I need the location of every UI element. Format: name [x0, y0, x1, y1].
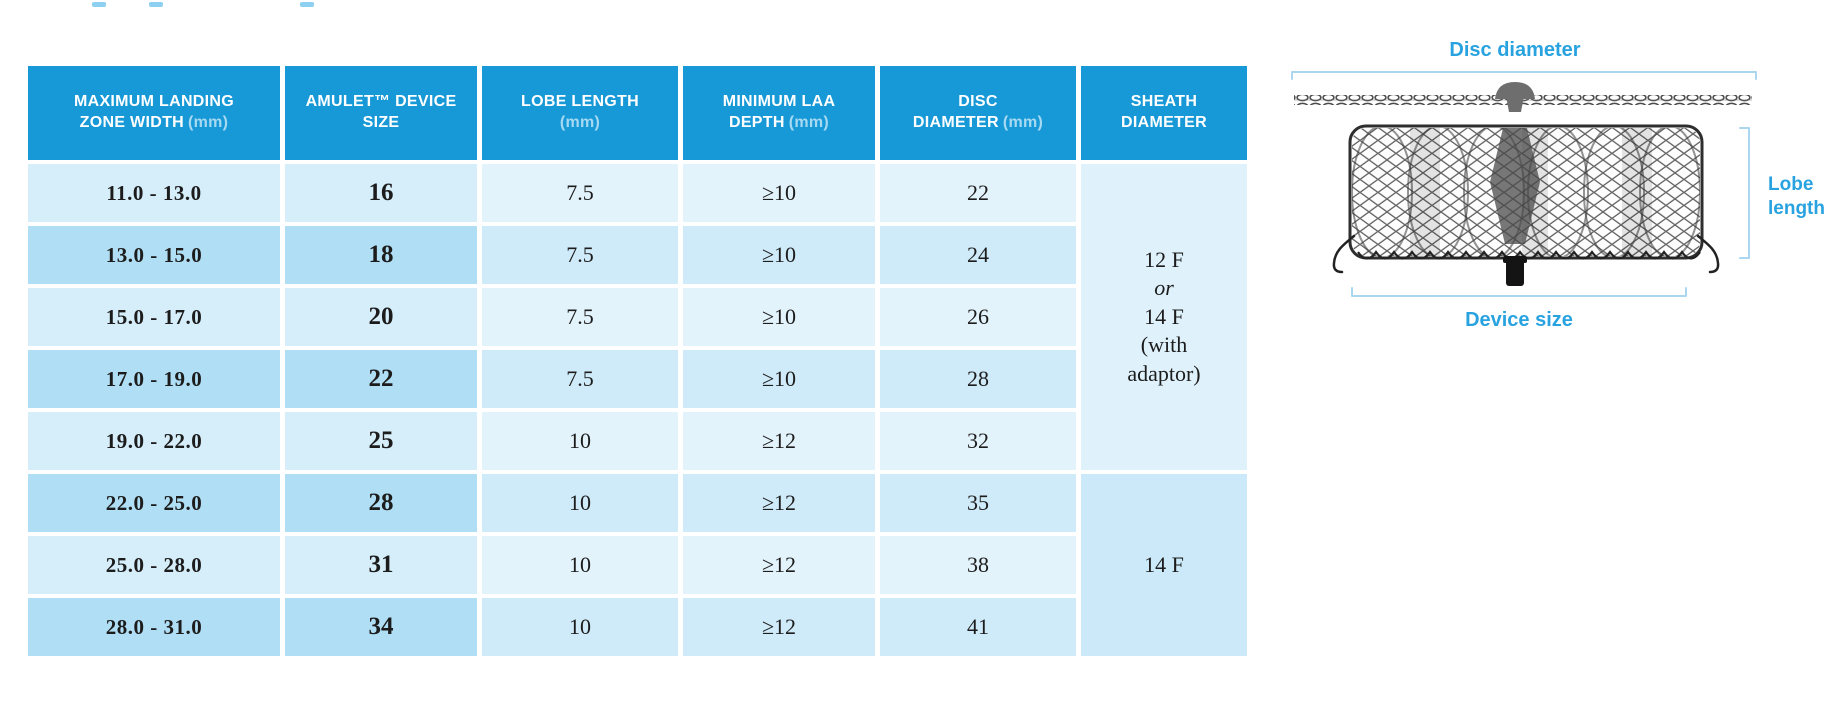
header-lobe-length: LOBE LENGTH (mm)	[482, 66, 678, 160]
disc-diameter-label: Disc diameter	[1449, 39, 1580, 61]
cell-lobe-length: 7.5	[482, 350, 678, 408]
cell-min-laa-depth: ≥10	[683, 288, 875, 346]
header-unit: (mm)	[188, 114, 229, 131]
cell-disc-diameter: 32	[880, 412, 1076, 470]
cell-landing-zone: 11.0 - 13.0	[28, 164, 280, 222]
header-line: SIZE	[362, 114, 400, 131]
cell-landing-zone: 19.0 - 22.0	[28, 412, 280, 470]
header-sheath-diameter: SHEATH DIAMETER	[1081, 66, 1247, 160]
cell-lobe-length: 7.5	[482, 288, 678, 346]
cell-min-laa-depth: ≥12	[683, 536, 875, 594]
lobe-bottom-loops	[1357, 250, 1701, 260]
header-line: MAXIMUM LANDING	[73, 93, 235, 111]
header-unit: (mm)	[559, 114, 601, 131]
cell-landing-zone: 13.0 - 15.0	[28, 226, 280, 284]
sheath-line: adaptor)	[1127, 360, 1201, 386]
cell-min-laa-depth: ≥12	[683, 412, 875, 470]
header-disc-diameter: DISC DIAMETER (mm)	[880, 66, 1076, 160]
cell-disc-diameter: 35	[880, 474, 1076, 532]
cell-min-laa-depth: ≥12	[683, 474, 875, 532]
device-illustration: Disc diameter	[1291, 39, 1825, 331]
header-landing-zone: MAXIMUM LANDING ZONE WIDTH (mm)	[28, 66, 280, 160]
cell-min-laa-depth: ≥10	[683, 350, 875, 408]
cropped-text-mark	[92, 2, 106, 7]
cell-min-laa-depth: ≥10	[683, 226, 875, 284]
header-line: DISC	[958, 93, 998, 111]
header-line: AMULET™ DEVICE	[305, 93, 457, 111]
sheath-line: 14 F	[1144, 303, 1184, 329]
cell-device-size: 34	[285, 598, 477, 656]
cell-disc-diameter: 26	[880, 288, 1076, 346]
cell-landing-zone: 22.0 - 25.0	[28, 474, 280, 532]
header-line: ZONE WIDTH	[79, 114, 184, 131]
cell-device-size: 31	[285, 536, 477, 594]
cropped-text-mark	[149, 2, 163, 7]
cell-landing-zone: 25.0 - 28.0	[28, 536, 280, 594]
hub-stem	[1506, 96, 1524, 112]
sheath-line: 12 F	[1144, 246, 1184, 272]
sheath-line: (with	[1140, 332, 1188, 358]
cell-lobe-length: 10	[482, 536, 678, 594]
cell-disc-diameter: 28	[880, 350, 1076, 408]
header-line: DEPTH	[728, 114, 785, 131]
lobe-length-label-line2: length	[1768, 198, 1825, 219]
header-line: DIAMETER	[912, 114, 999, 131]
cell-lobe-length: 7.5	[482, 164, 678, 222]
cell-lobe-length: 10	[482, 474, 678, 532]
sheath-line: or	[1154, 275, 1174, 301]
cell-landing-zone: 28.0 - 31.0	[28, 598, 280, 656]
cell-lobe-length: 10	[482, 412, 678, 470]
device-diagram: Disc diameter	[1270, 30, 1838, 370]
cell-device-size: 25	[285, 412, 477, 470]
header-line: MINIMUM LAA	[722, 93, 836, 111]
cell-sheath-12f-or-14f: 12 F or 14 F (with adaptor)	[1081, 164, 1247, 470]
cell-device-size: 18	[285, 226, 477, 284]
header-line: DIAMETER	[1121, 114, 1207, 131]
cell-min-laa-depth: ≥10	[683, 164, 875, 222]
cell-lobe-length: 10	[482, 598, 678, 656]
cell-landing-zone: 17.0 - 19.0	[28, 350, 280, 408]
header-min-laa-depth: MINIMUM LAA DEPTH (mm)	[683, 66, 875, 160]
anchor-hook-left	[1332, 234, 1356, 274]
lobe-length-bracket	[1739, 127, 1750, 259]
cell-sheath-14f: 14 F	[1081, 474, 1247, 656]
header-unit: (mm)	[788, 114, 830, 131]
cell-landing-zone: 15.0 - 17.0	[28, 288, 280, 346]
cell-device-size: 16	[285, 164, 477, 222]
header-line: SHEATH	[1130, 93, 1198, 111]
header-device-size: AMULET™ DEVICE SIZE	[285, 66, 477, 160]
lobe-coils	[1352, 128, 1700, 256]
lobe-length-label-line1: Lobe	[1768, 174, 1813, 195]
cell-device-size: 22	[285, 350, 477, 408]
cropped-text-mark	[300, 2, 314, 7]
end-screw	[1506, 258, 1524, 286]
cell-disc-diameter: 41	[880, 598, 1076, 656]
disc-diameter-bracket	[1291, 71, 1757, 80]
cell-disc-diameter: 24	[880, 226, 1076, 284]
cell-device-size: 28	[285, 474, 477, 532]
anchor-hook-right	[1696, 234, 1720, 274]
cell-min-laa-depth: ≥12	[683, 598, 875, 656]
device-size-label: Device size	[1465, 309, 1573, 331]
sheath-line: 14 F	[1144, 551, 1184, 577]
hub-cap	[1495, 82, 1535, 99]
header-line: LOBE LENGTH	[521, 93, 639, 111]
device-size-bracket	[1351, 287, 1687, 297]
cell-device-size: 20	[285, 288, 477, 346]
header-unit: (mm)	[1002, 114, 1044, 131]
cell-disc-diameter: 22	[880, 164, 1076, 222]
cell-disc-diameter: 38	[880, 536, 1076, 594]
cell-lobe-length: 7.5	[482, 226, 678, 284]
sizing-table: MAXIMUM LANDING ZONE WIDTH (mm) AMULET™ D…	[28, 66, 1247, 656]
